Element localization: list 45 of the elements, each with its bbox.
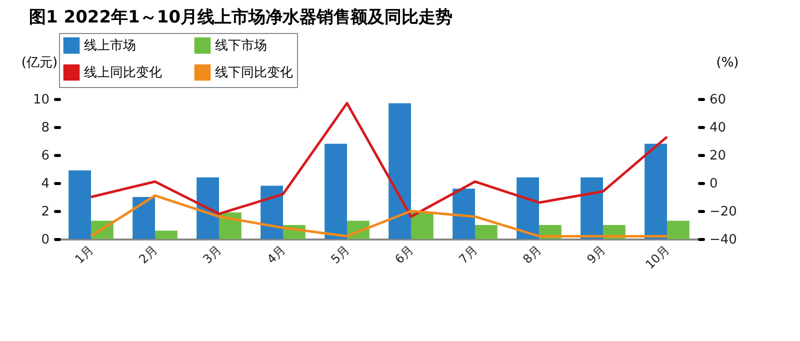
bar (388, 103, 411, 239)
bar (667, 220, 690, 239)
y2-tick-label: 60 (710, 92, 726, 108)
y-tick-label: 10 (32, 92, 50, 108)
bar (155, 230, 178, 239)
y2-tick-label: 0 (710, 176, 718, 192)
x-tick-label: 6月 (392, 242, 416, 266)
bar (475, 225, 498, 239)
x-tick-label: 7月 (456, 242, 480, 266)
legend-label: 线上同比变化 (84, 66, 162, 80)
x-tick-label: 8月 (520, 242, 544, 266)
line-series (90, 102, 668, 218)
y-tick-label: 4 (41, 176, 50, 192)
x-tick-label: 4月 (264, 242, 288, 266)
bar (411, 212, 434, 239)
chart-title: 图1 2022年1～10月线上市场净水器销售额及同比走势 (29, 8, 453, 28)
legend-label: 线下同比变化 (215, 66, 293, 80)
x-tick-label: 10月 (642, 242, 672, 272)
x-tick-label: 9月 (584, 242, 608, 266)
y2-tick-label: 20 (710, 148, 726, 164)
y-tick-label: 8 (41, 120, 50, 136)
y-tick-label: 2 (41, 204, 50, 220)
bar (452, 188, 475, 239)
legend-label: 线下市场 (215, 38, 267, 54)
x-tick-label: 3月 (200, 242, 224, 266)
bar (516, 177, 539, 239)
x-tick-label: 1月 (72, 242, 96, 266)
bar (68, 170, 91, 239)
bar (324, 144, 347, 239)
y-tick-label: 6 (41, 148, 50, 164)
y-axis-title: (亿元) (21, 56, 58, 70)
y2-tick-label: 40 (710, 120, 726, 136)
bar (644, 144, 667, 239)
bar (132, 197, 155, 239)
y2-tick-label: −40 (710, 232, 737, 248)
line-series (90, 194, 668, 238)
y2-tick-label: −20 (710, 204, 737, 220)
bar (196, 177, 219, 239)
legend-label: 线上市场 (84, 38, 136, 54)
bar (580, 177, 603, 239)
y-tick-label: 0 (41, 232, 50, 248)
x-tick-label: 5月 (328, 242, 352, 266)
y2-axis-title: (%) (716, 56, 739, 70)
x-tick-label: 2月 (136, 242, 160, 266)
bar (260, 186, 283, 239)
